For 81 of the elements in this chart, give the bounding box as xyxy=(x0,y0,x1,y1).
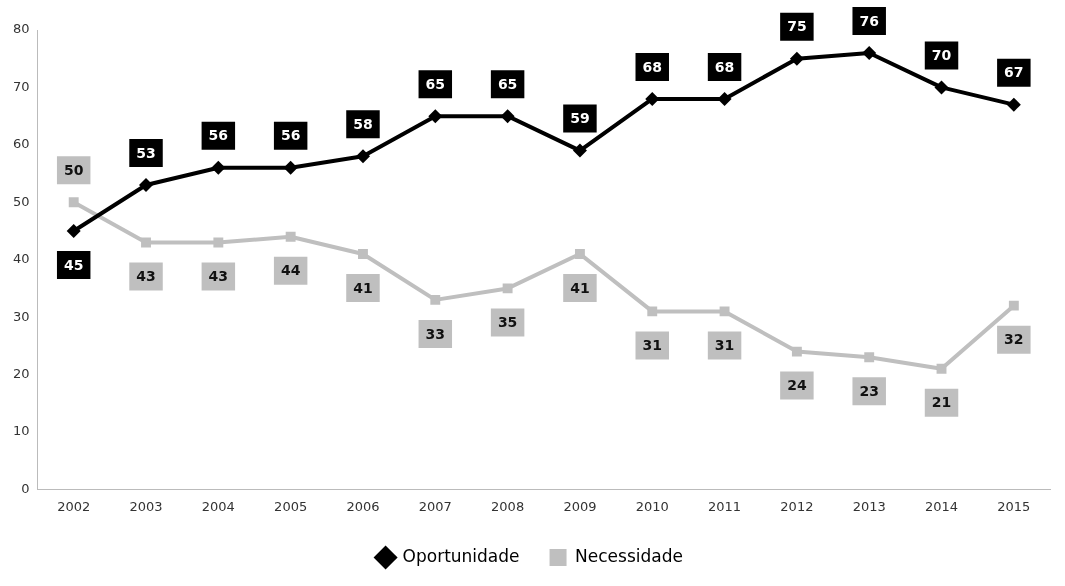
point xyxy=(719,306,730,317)
data-label: 43 xyxy=(208,268,229,285)
data-label: 44 xyxy=(280,262,301,279)
point xyxy=(717,91,732,106)
data-label: 67 xyxy=(1004,64,1024,81)
point xyxy=(862,45,877,60)
point xyxy=(574,249,585,259)
y-tick-label: 40 xyxy=(13,251,30,267)
x-tick-label: 2015 xyxy=(997,498,1031,514)
point xyxy=(141,237,151,248)
data-label: 56 xyxy=(280,127,301,144)
point xyxy=(139,178,154,193)
data-label: 23 xyxy=(859,382,879,399)
data-label: 68 xyxy=(714,58,735,75)
x-tick-label: 2009 xyxy=(563,498,597,514)
data-label: 21 xyxy=(931,394,952,411)
point xyxy=(502,283,513,294)
point xyxy=(68,197,79,208)
y-tick-label: 30 xyxy=(13,308,30,324)
data-label: 53 xyxy=(136,144,156,161)
point xyxy=(647,306,658,317)
data-label: 70 xyxy=(931,47,952,64)
legend-label: Oportunidade xyxy=(402,545,520,566)
y-tick-label: 10 xyxy=(13,423,30,439)
data-label: 58 xyxy=(353,115,373,132)
x-tick-label: 2006 xyxy=(346,498,380,514)
data-label: 41 xyxy=(570,279,590,296)
x-tick-label: 2012 xyxy=(780,498,814,514)
data-label: 35 xyxy=(497,314,518,331)
legend-label: Necessidade xyxy=(575,545,683,566)
data-label: 65 xyxy=(425,75,446,92)
y-tick-label: 70 xyxy=(13,78,30,94)
point xyxy=(645,91,660,106)
data-label: 24 xyxy=(787,377,807,394)
y-tick-label: 50 xyxy=(13,193,30,209)
data-label: 56 xyxy=(208,127,229,144)
point xyxy=(936,363,947,374)
data-label: 65 xyxy=(497,75,518,92)
x-tick-label: 2010 xyxy=(635,498,669,514)
point xyxy=(864,352,875,363)
data-label: 45 xyxy=(63,256,84,273)
point xyxy=(500,109,515,124)
point xyxy=(1008,300,1019,311)
point xyxy=(572,143,587,158)
point xyxy=(430,294,441,305)
x-tick-label: 2007 xyxy=(418,498,452,514)
data-label: 75 xyxy=(787,18,807,35)
point xyxy=(789,51,804,66)
point xyxy=(791,346,802,357)
point xyxy=(213,237,224,248)
x-tick-label: 2003 xyxy=(129,498,163,514)
data-label: 31 xyxy=(642,337,662,354)
point xyxy=(358,249,368,259)
x-tick-label: 2013 xyxy=(852,498,886,514)
data-label: 31 xyxy=(714,337,735,354)
point xyxy=(211,160,226,175)
data-label: 32 xyxy=(1004,331,1024,348)
point xyxy=(285,231,296,242)
point xyxy=(355,149,370,164)
y-tick-label: 20 xyxy=(13,365,30,381)
y-tick-label: 80 xyxy=(13,21,30,37)
x-tick-label: 2005 xyxy=(274,498,308,514)
x-tick-label: 2014 xyxy=(924,498,959,514)
point xyxy=(66,223,81,238)
data-label: 68 xyxy=(642,58,662,75)
data-label: 50 xyxy=(63,161,84,178)
x-tick-label: 2011 xyxy=(708,498,742,514)
data-label: 41 xyxy=(353,279,373,296)
x-tick-label: 2008 xyxy=(491,498,525,514)
data-label: 33 xyxy=(425,325,446,342)
y-tick-label: 60 xyxy=(13,136,30,152)
point xyxy=(428,109,443,124)
data-label: 59 xyxy=(570,110,590,127)
data-label: 76 xyxy=(859,12,879,29)
data-label: 43 xyxy=(136,268,156,285)
x-tick-label: 2004 xyxy=(201,498,235,514)
x-tick-label: 2002 xyxy=(57,498,91,514)
point xyxy=(1006,97,1021,112)
point xyxy=(283,160,298,175)
y-tick-label: 0 xyxy=(21,480,30,496)
point xyxy=(934,80,949,95)
